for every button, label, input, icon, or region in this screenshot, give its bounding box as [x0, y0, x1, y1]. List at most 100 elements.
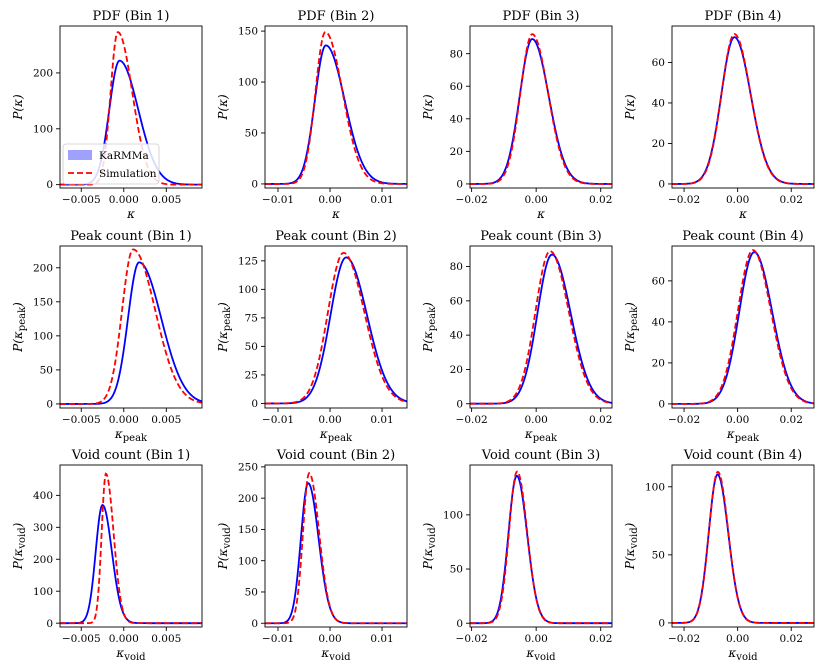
- panel-title: PDF (Bin 3): [503, 9, 580, 24]
- panel-title: Peak count (Bin 2): [275, 229, 396, 244]
- x-tick-label: 0.01: [370, 633, 393, 645]
- simulation-line: [470, 33, 612, 185]
- x-axis-label: κpeak: [726, 427, 760, 444]
- y-tick-label: 0: [658, 398, 665, 410]
- panel-9: Void count (Bin 1) −0.005 0.000 0.005 0 100 20…: [11, 448, 203, 663]
- panel-7: Peak count (Bin 3) −0.02 0.00 0.02 0 20 40 60 80…: [421, 229, 613, 444]
- y-tick-label: 60: [450, 295, 463, 307]
- y-tick-label: 50: [245, 341, 258, 353]
- y-tick-label: 60: [652, 275, 665, 287]
- x-axis-label: κ: [536, 207, 545, 221]
- x-tick-label: 0.01: [370, 414, 393, 426]
- x-axis-label: κpeak: [319, 427, 353, 444]
- x-tick-label: −0.02: [668, 633, 700, 645]
- y-tick-label: 50: [652, 549, 665, 561]
- x-tick-label: 0.01: [370, 194, 393, 206]
- simulation-line: [60, 248, 203, 405]
- simulation-line: [470, 250, 613, 405]
- panel-12: Void count (Bin 4) −0.02 0.00 0.02 0 50 100 κvo…: [623, 448, 815, 663]
- x-tick-label: −0.02: [668, 194, 700, 206]
- y-tick-label: 20: [652, 138, 665, 150]
- panel-1: PDF (Bin 1) −0.005 0.000 0.005 0 100 200 κ P(κ) K…: [11, 9, 203, 221]
- simulation-line: [672, 249, 815, 405]
- x-tick-label: 0.005: [151, 194, 181, 206]
- x-tick-label: 0.000: [109, 414, 139, 426]
- x-tick-label: 0.000: [109, 633, 139, 645]
- axes-frame: [469, 25, 613, 189]
- x-tick-label: 0.005: [151, 633, 181, 645]
- x-tick-label: −0.02: [456, 414, 488, 426]
- x-tick-label: 0.000: [109, 194, 139, 206]
- panel-11: Void count (Bin 3) −0.02 0.00 0.02 0 50 100 κvo…: [421, 448, 613, 663]
- y-tick-label: 20: [450, 146, 463, 158]
- karmma-line: [470, 38, 612, 185]
- y-tick-label: 100: [33, 330, 53, 342]
- y-axis-label: P(κvoid): [623, 522, 640, 570]
- y-tick-label: 40: [652, 98, 665, 110]
- y-tick-label: 0: [456, 398, 463, 410]
- simulation-line: [60, 472, 202, 625]
- y-tick-label: 40: [652, 316, 665, 328]
- y-axis-label: P(κpeak): [11, 302, 28, 353]
- x-tick-label: 0.02: [589, 414, 612, 426]
- y-tick-label: 100: [238, 77, 258, 89]
- y-tick-label: 80: [450, 261, 463, 273]
- y-axis-label: P(κ): [623, 94, 637, 121]
- y-axis-label: P(κ): [421, 94, 435, 121]
- x-tick-label: 0.00: [524, 633, 547, 645]
- panel-4: PDF (Bin 4) −0.02 0.00 0.02 0 20 40 60 κ P(κ): [623, 9, 815, 221]
- y-tick-label: 125: [238, 255, 258, 267]
- x-axis-label: κ: [126, 207, 135, 221]
- panel-5: Peak count (Bin 1) −0.005 0.000 0.005 0 50 100…: [11, 229, 203, 444]
- legend: KaRMMa Simulation: [62, 143, 160, 185]
- y-axis-label: P(κ): [216, 94, 230, 121]
- legend-simulation-label: Simulation: [99, 168, 157, 180]
- x-axis-label: κvoid: [525, 646, 556, 663]
- x-tick-label: −0.02: [668, 414, 700, 426]
- karmma-line: [265, 44, 407, 185]
- y-tick-label: 0: [658, 179, 665, 191]
- y-tick-label: 150: [238, 26, 258, 38]
- karmma-line: [265, 256, 408, 405]
- x-tick-label: 0.02: [589, 194, 612, 206]
- y-tick-label: 75: [245, 312, 258, 324]
- axes-frame: [264, 245, 408, 409]
- panel-title: Void count (Bin 2): [276, 448, 395, 463]
- karmma-line: [672, 473, 814, 624]
- y-tick-label: 0: [251, 398, 258, 410]
- x-tick-label: −0.01: [262, 414, 294, 426]
- y-tick-label: 0: [251, 179, 258, 191]
- x-axis-label: κvoid: [320, 646, 351, 663]
- y-axis-label: P(κpeak): [421, 302, 438, 353]
- legend-karmma-patch: [68, 150, 92, 160]
- y-tick-label: 100: [238, 555, 258, 567]
- axes-frame: [59, 245, 203, 409]
- simulation-line: [470, 470, 612, 625]
- panel-title: Void count (Bin 4): [683, 448, 802, 463]
- x-tick-label: 0.02: [780, 194, 803, 206]
- panel-title: Void count (Bin 1): [71, 448, 190, 463]
- simulation-line: [265, 251, 408, 405]
- axes-frame: [59, 25, 203, 189]
- x-tick-label: 0.00: [318, 194, 341, 206]
- panel-10: Void count (Bin 2) −0.01 0.00 0.01 0 50 100 150…: [216, 448, 408, 663]
- karmma-line: [672, 36, 814, 185]
- y-tick-label: 250: [238, 461, 258, 473]
- y-axis-label: P(κ): [11, 94, 25, 121]
- x-tick-label: −0.02: [456, 194, 488, 206]
- y-tick-label: 0: [46, 399, 53, 411]
- karmma-line: [60, 261, 203, 405]
- karmma-line: [470, 474, 612, 625]
- panel-8: Peak count (Bin 4) −0.02 0.00 0.02 0 20 40 60 κp…: [623, 229, 815, 444]
- y-tick-label: 150: [238, 524, 258, 536]
- y-tick-label: 200: [238, 493, 258, 505]
- x-tick-label: −0.01: [262, 194, 294, 206]
- y-tick-label: 200: [33, 262, 53, 274]
- y-tick-label: 40: [450, 113, 463, 125]
- y-tick-label: 0: [251, 618, 258, 630]
- axes-frame: [671, 245, 815, 409]
- y-tick-label: 200: [33, 554, 53, 566]
- y-tick-label: 100: [33, 123, 53, 135]
- y-axis-label: P(κvoid): [11, 522, 28, 570]
